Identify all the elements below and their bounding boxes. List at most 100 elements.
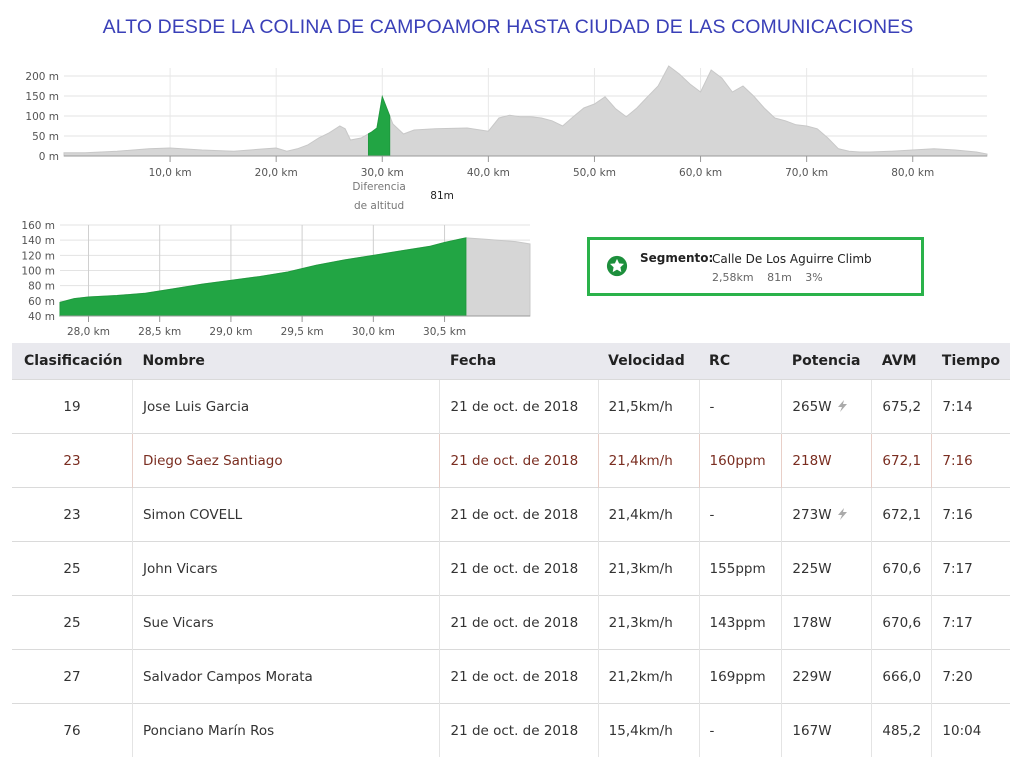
cell-date[interactable]: 21 de oct. de 2018 (439, 595, 599, 650)
cell-speed-text: 21,3km/h (608, 560, 673, 577)
cell-name-text[interactable]: Ponciano Marín Ros (142, 722, 275, 739)
col-header-name[interactable]: Nombre (132, 343, 440, 380)
cell-power: 273W (781, 487, 872, 542)
cell-name[interactable]: Salvador Campos Morata (131, 649, 440, 704)
page-title: ALTO DESDE LA COLINA DE CAMPOAMOR HASTA … (102, 16, 914, 38)
elevation-area (63, 65, 988, 157)
cell-avm: 672,1 (871, 433, 932, 488)
cell-hr-text: - (709, 398, 715, 415)
cell-speed-text: 21,5km/h (608, 398, 673, 415)
table-row[interactable]: 19 Jose Luis Garcia 21 de oct. de 2018 21,5… (12, 379, 1010, 434)
cell-avm: 672,1 (871, 487, 932, 542)
cell-avm-text: 670,6 (882, 560, 922, 577)
cell-name[interactable]: Simon COVELL (131, 487, 440, 542)
cell-date-text[interactable]: 21 de oct. de 2018 (450, 506, 579, 523)
cell-name[interactable]: John Vicars (131, 541, 440, 596)
y-tick-label: 200 m (25, 71, 59, 83)
cell-hr-text: - (709, 722, 715, 739)
cell-name[interactable]: Ponciano Marín Ros (131, 703, 440, 757)
cell-date-text[interactable]: 21 de oct. de 2018 (450, 398, 579, 415)
cell-date-text[interactable]: 21 de oct. de 2018 (450, 614, 579, 631)
cell-name-text[interactable]: Sue Vicars (142, 614, 214, 631)
cell-speed-text: 21,4km/h (608, 506, 673, 523)
cell-avm-text: 672,1 (882, 452, 922, 469)
cell-time-text: 7:17 (942, 614, 973, 631)
col-header-time[interactable]: Tiempo (931, 343, 1010, 380)
cell-date-text[interactable]: 21 de oct. de 2018 (450, 668, 579, 685)
cell-date[interactable]: 21 de oct. de 2018 (439, 703, 599, 757)
cell-date[interactable]: 21 de oct. de 2018 (439, 649, 599, 704)
col-header-speed[interactable]: Velocidad (598, 343, 700, 380)
cell-date-text[interactable]: 21 de oct. de 2018 (450, 722, 579, 739)
table-row[interactable]: 25 John Vicars 21 de oct. de 2018 21,3km/h 1… (12, 541, 1010, 596)
cell-rank: 76 (12, 703, 133, 757)
cell-hr-text: 160ppm (709, 452, 766, 469)
cell-date[interactable]: 21 de oct. de 2018 (439, 541, 599, 596)
cell-power-text: 265W (792, 398, 832, 415)
cell-date[interactable]: 21 de oct. de 2018 (439, 379, 599, 434)
star-icon[interactable] (606, 255, 628, 277)
cell-name-text[interactable]: Salvador Campos Morata (142, 668, 313, 685)
cell-avm-text: 485,2 (882, 722, 922, 739)
cell-hr: 155ppm (698, 541, 782, 596)
cell-rank: 25 (12, 541, 133, 596)
cell-speed-text: 21,2km/h (608, 668, 673, 685)
cell-name[interactable]: Sue Vicars (131, 595, 440, 650)
y-tick-label: 160 m (21, 220, 55, 232)
x-tick-label: 40,0 km (467, 167, 510, 179)
cell-time-text: 7:16 (942, 452, 973, 469)
table-row[interactable]: 27 Salvador Campos Morata 21 de oct. de 20… (12, 649, 1010, 704)
y-tick-label: 140 m (21, 235, 55, 247)
cell-avm: 485,2 (871, 703, 932, 757)
cell-time: 7:17 (931, 595, 1010, 650)
x-tick-label: 28,5 km (138, 326, 181, 338)
cell-time-text: 10:04 (942, 722, 982, 739)
cell-hr: 143ppm (698, 595, 782, 650)
col-header-power[interactable]: Potencia (781, 343, 872, 380)
cell-name-text[interactable]: Jose Luis Garcia (142, 398, 250, 415)
cell-time: 7:14 (931, 379, 1010, 434)
table-row[interactable]: 25 Sue Vicars 21 de oct. de 2018 21,3km/h 14… (12, 595, 1010, 650)
cell-rank: 23 (12, 487, 133, 542)
cell-name-text[interactable]: Simon COVELL (142, 506, 243, 523)
cell-power: 265W (781, 379, 872, 434)
table-row[interactable]: 23 Simon COVELL 21 de oct. de 2018 21,4km/h… (12, 487, 1010, 542)
cell-power: 229W (781, 649, 872, 704)
cell-name[interactable]: Jose Luis Garcia (131, 379, 440, 434)
table-row[interactable]: 76 Ponciano Marín Ros 21 de oct. de 2018 15… (12, 703, 1010, 757)
x-tick-label: 70,0 km (785, 167, 828, 179)
table-row[interactable]: 23 Diego Saez Santiago 21 de oct. de 2018 2… (12, 433, 1010, 488)
cell-avm-text: 675,2 (882, 398, 922, 415)
cell-date[interactable]: 21 de oct. de 2018 (439, 487, 599, 542)
cell-power: 167W (781, 703, 872, 757)
cell-time: 7:16 (931, 487, 1010, 542)
col-header-hr[interactable]: RC (699, 343, 782, 380)
col-header-avm[interactable]: AVM (871, 343, 932, 380)
cell-speed: 15,4km/h (597, 703, 700, 757)
cell-date-text[interactable]: 21 de oct. de 2018 (450, 452, 579, 469)
cell-power-text: 273W (792, 506, 832, 523)
cell-rank-text: 25 (63, 614, 81, 631)
cell-date-text[interactable]: 21 de oct. de 2018 (450, 560, 579, 577)
cell-name-text[interactable]: Diego Saez Santiago (142, 452, 283, 469)
cell-name[interactable]: Diego Saez Santiago (131, 433, 440, 488)
x-tick-label: 10,0 km (149, 167, 192, 179)
segment-elevation-chart: 160 m 140 m 120 m 100 m 80 m 60 m 40 m 28,0 km 2… (21, 220, 531, 338)
col-header-rank[interactable]: Clasificación (12, 343, 133, 380)
cell-time: 7:16 (931, 433, 1010, 488)
cell-hr-text: 143ppm (709, 614, 766, 631)
elevation-profile-chart: 200 m 150 m 100 m 50 m 0 m 10,0 km 20,0 km 30,0… (25, 65, 988, 212)
x-tick-label: 30,0 km (361, 167, 404, 179)
cell-power-text: 167W (792, 722, 832, 739)
cell-name-text[interactable]: John Vicars (142, 560, 218, 577)
cell-time-text: 7:16 (942, 506, 973, 523)
segment-info-card[interactable]: Segmento: Calle De Los Aguirre Climb 2,5… (587, 237, 924, 296)
col-header-date[interactable]: Fecha (439, 343, 599, 380)
cell-date[interactable]: 21 de oct. de 2018 (439, 433, 599, 488)
cell-power: 225W (781, 541, 872, 596)
cell-speed: 21,4km/h (597, 433, 700, 488)
x-tick-label: 29,5 km (281, 326, 324, 338)
segment-elevation: 81m (767, 271, 792, 284)
segment-name[interactable]: Calle De Los Aguirre Climb (712, 252, 872, 266)
segment-highlight-area (367, 94, 391, 157)
